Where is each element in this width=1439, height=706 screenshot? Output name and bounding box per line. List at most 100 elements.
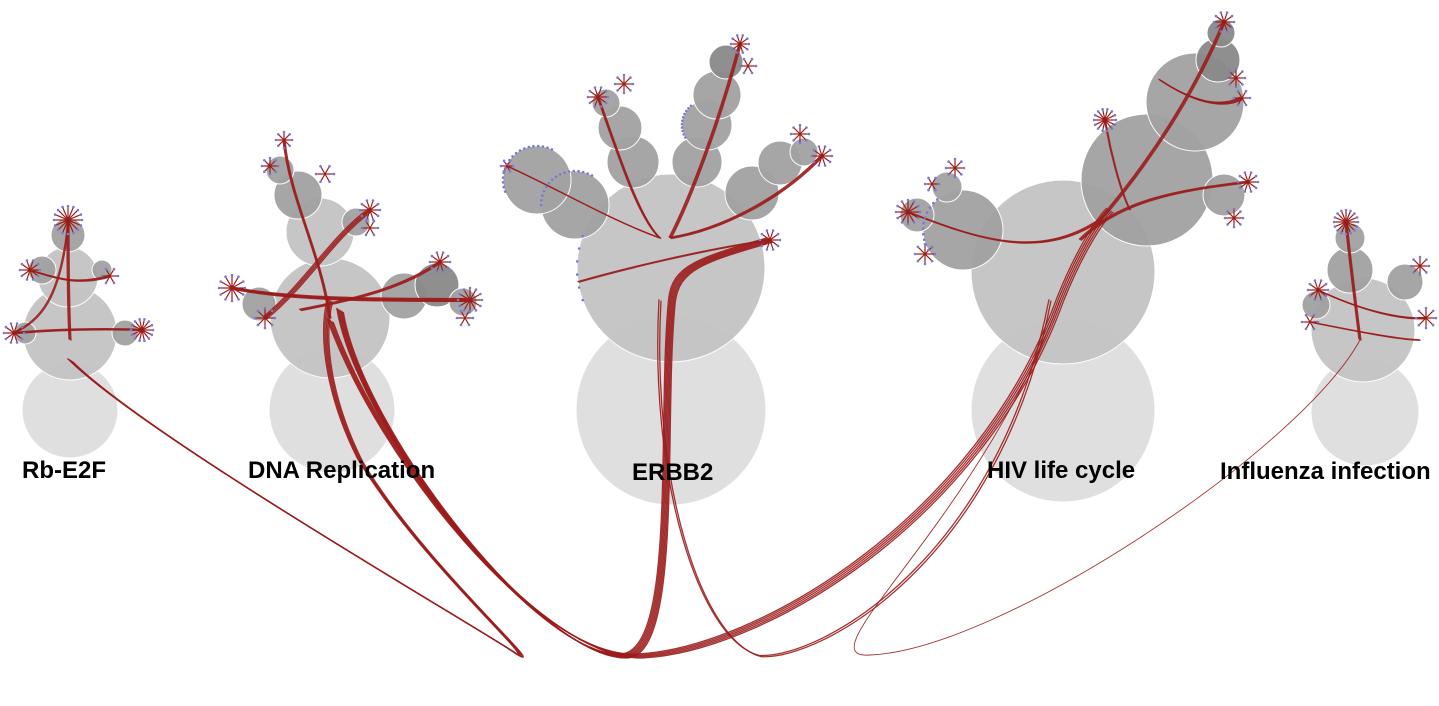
leaf-spoke-3-3 <box>141 329 145 341</box>
edge-5-1 <box>283 139 331 319</box>
leaf-spoke-29-5 <box>948 161 956 169</box>
leaf-dot-7-3 <box>314 172 318 176</box>
leaf-spoke-0-7 <box>54 219 69 226</box>
leaf-spoke-21-1 <box>769 239 779 247</box>
leaf-spoke-23-8 <box>1094 114 1106 121</box>
leaf-burst-34 <box>1306 279 1330 301</box>
leaf-spoke-15-8 <box>597 87 602 98</box>
edge-18-2 <box>1346 222 1362 341</box>
edge-18-1 <box>1345 221 1361 341</box>
edge-10-2 <box>670 156 824 240</box>
leaf-dot-34-5 <box>1306 288 1310 292</box>
leaf-spoke-26-5 <box>1241 90 1247 99</box>
leaf-dot-13-10 <box>474 288 478 291</box>
node-circle-erbb2-9 <box>692 70 742 120</box>
leaf-dot-27-2 <box>1249 190 1253 193</box>
leaf-spoke-17-7 <box>736 35 741 45</box>
leaf-spoke-20-8 <box>821 146 826 157</box>
leaf-arc-dot-3-174 <box>680 126 684 129</box>
leaf-dot-13-11 <box>479 292 482 296</box>
leaf-spoke-10-5 <box>220 287 233 296</box>
leaf-spoke-8-6 <box>361 203 371 211</box>
leaf-dot-26-4 <box>1236 89 1240 93</box>
leaf-arc-dot-0-208 <box>505 162 509 166</box>
leaf-dot-16-5 <box>616 76 619 79</box>
leaf-dot-25-1 <box>1241 83 1244 86</box>
leaf-burst-31 <box>894 198 922 226</box>
leaf-dot-31-5 <box>896 216 899 220</box>
edge-6-0 <box>262 208 369 318</box>
leaf-dot-14-4 <box>459 309 463 313</box>
leaf-dot-31-0 <box>918 210 922 214</box>
leaf-dot-7-4 <box>319 164 322 168</box>
leaf-dot-8-0 <box>378 208 382 212</box>
leaf-dot-10-10 <box>237 275 240 279</box>
leaf-dot-34-7 <box>1313 279 1317 282</box>
leaf-spoke-33-13 <box>1345 210 1352 223</box>
leaf-spoke-13-8 <box>463 289 471 301</box>
leaf-spoke-11-5 <box>257 310 266 319</box>
cluster-erbb2 <box>502 44 819 506</box>
leaf-dot-23-2 <box>1110 127 1114 130</box>
leaf-dot-5-6 <box>282 130 286 134</box>
leaf-dot-10-9 <box>230 273 234 277</box>
leaf-dot-1-8 <box>31 259 35 262</box>
leaf-spoke-2-5 <box>109 268 115 277</box>
leaf-dot-26-0 <box>1248 96 1252 100</box>
leaf-arc-dot-4-206 <box>925 211 929 214</box>
leaf-spoke-24-6 <box>1215 15 1225 23</box>
leaf-spoke-21-6 <box>761 233 771 241</box>
leaf-dot-29-4 <box>944 166 948 170</box>
leaf-dot-9-5 <box>372 219 376 223</box>
leaf-spoke-9-5 <box>369 220 375 229</box>
leaf-arc-dot-3-206 <box>683 112 686 116</box>
leaf-arc-dot-0-232 <box>514 151 518 155</box>
leaf-dot-6-5 <box>263 159 266 162</box>
leaf-spoke-7-1 <box>324 173 331 183</box>
leaf-arc-dot-1-276 <box>577 169 580 173</box>
leaf-dot-32-4 <box>913 252 917 256</box>
leaf-dot-8-6 <box>360 202 364 206</box>
leaf-spoke-27-8 <box>1247 172 1252 183</box>
leaf-spoke-13-4 <box>463 299 471 311</box>
leaf-dot-34-2 <box>1319 298 1323 301</box>
leaf-dot-19-7 <box>805 126 808 129</box>
leaf-dot-27-7 <box>1243 171 1247 174</box>
leaf-dot-11-2 <box>263 326 267 330</box>
leaf-burst-37 <box>1409 255 1431 277</box>
leaf-burst-28 <box>1223 207 1245 229</box>
leaf-spoke-3-6 <box>131 329 143 336</box>
edge-bundle-23 <box>326 207 1114 659</box>
leaf-spoke-3-5 <box>134 329 143 339</box>
leaf-dot-16-0 <box>631 82 635 86</box>
leaf-spoke-1-6 <box>21 263 31 271</box>
leaf-dot-31-3 <box>906 222 910 226</box>
leaf-spoke-20-7 <box>818 146 823 157</box>
leaf-spoke-37-3 <box>1413 265 1421 273</box>
node-circle-hiv-life-cycle-7 <box>931 171 963 203</box>
leaf-arc-dot-0-288 <box>546 146 549 149</box>
leaf-spoke-35-1 <box>1309 321 1315 330</box>
leaf-dot-17-9 <box>746 37 749 40</box>
cluster-label-influenza-infection: Influenza infection <box>1220 458 1431 485</box>
leaf-dot-18-2 <box>742 71 746 75</box>
leaf-spoke-31-11 <box>907 205 919 213</box>
leaf-dot-23-8 <box>1093 113 1097 117</box>
leaf-arc-dot-0-248 <box>523 147 526 150</box>
leaf-dot-28-2 <box>1232 225 1236 229</box>
leaf-spoke-10-4 <box>224 287 233 300</box>
leaf-dot-23-13 <box>1113 113 1117 117</box>
leaf-dot-15-1 <box>604 101 608 105</box>
leaf-arc-dot-3-182 <box>680 122 684 126</box>
leaf-dot-10-11 <box>242 280 245 283</box>
leaf-dot-4-0 <box>22 331 26 335</box>
leaf-spoke-27-7 <box>1244 172 1249 183</box>
leaf-spoke-18-5 <box>747 58 753 67</box>
leaf-spoke-8-8 <box>369 200 374 211</box>
leaf-dot-32-5 <box>916 245 920 249</box>
leaf-dot-11-3 <box>256 323 260 327</box>
leaf-dot-11-5 <box>256 309 260 313</box>
leaf-dot-25-3 <box>1228 83 1231 86</box>
circles-layer <box>13 18 1424 506</box>
leaf-arc-dot-4-214 <box>928 206 932 209</box>
